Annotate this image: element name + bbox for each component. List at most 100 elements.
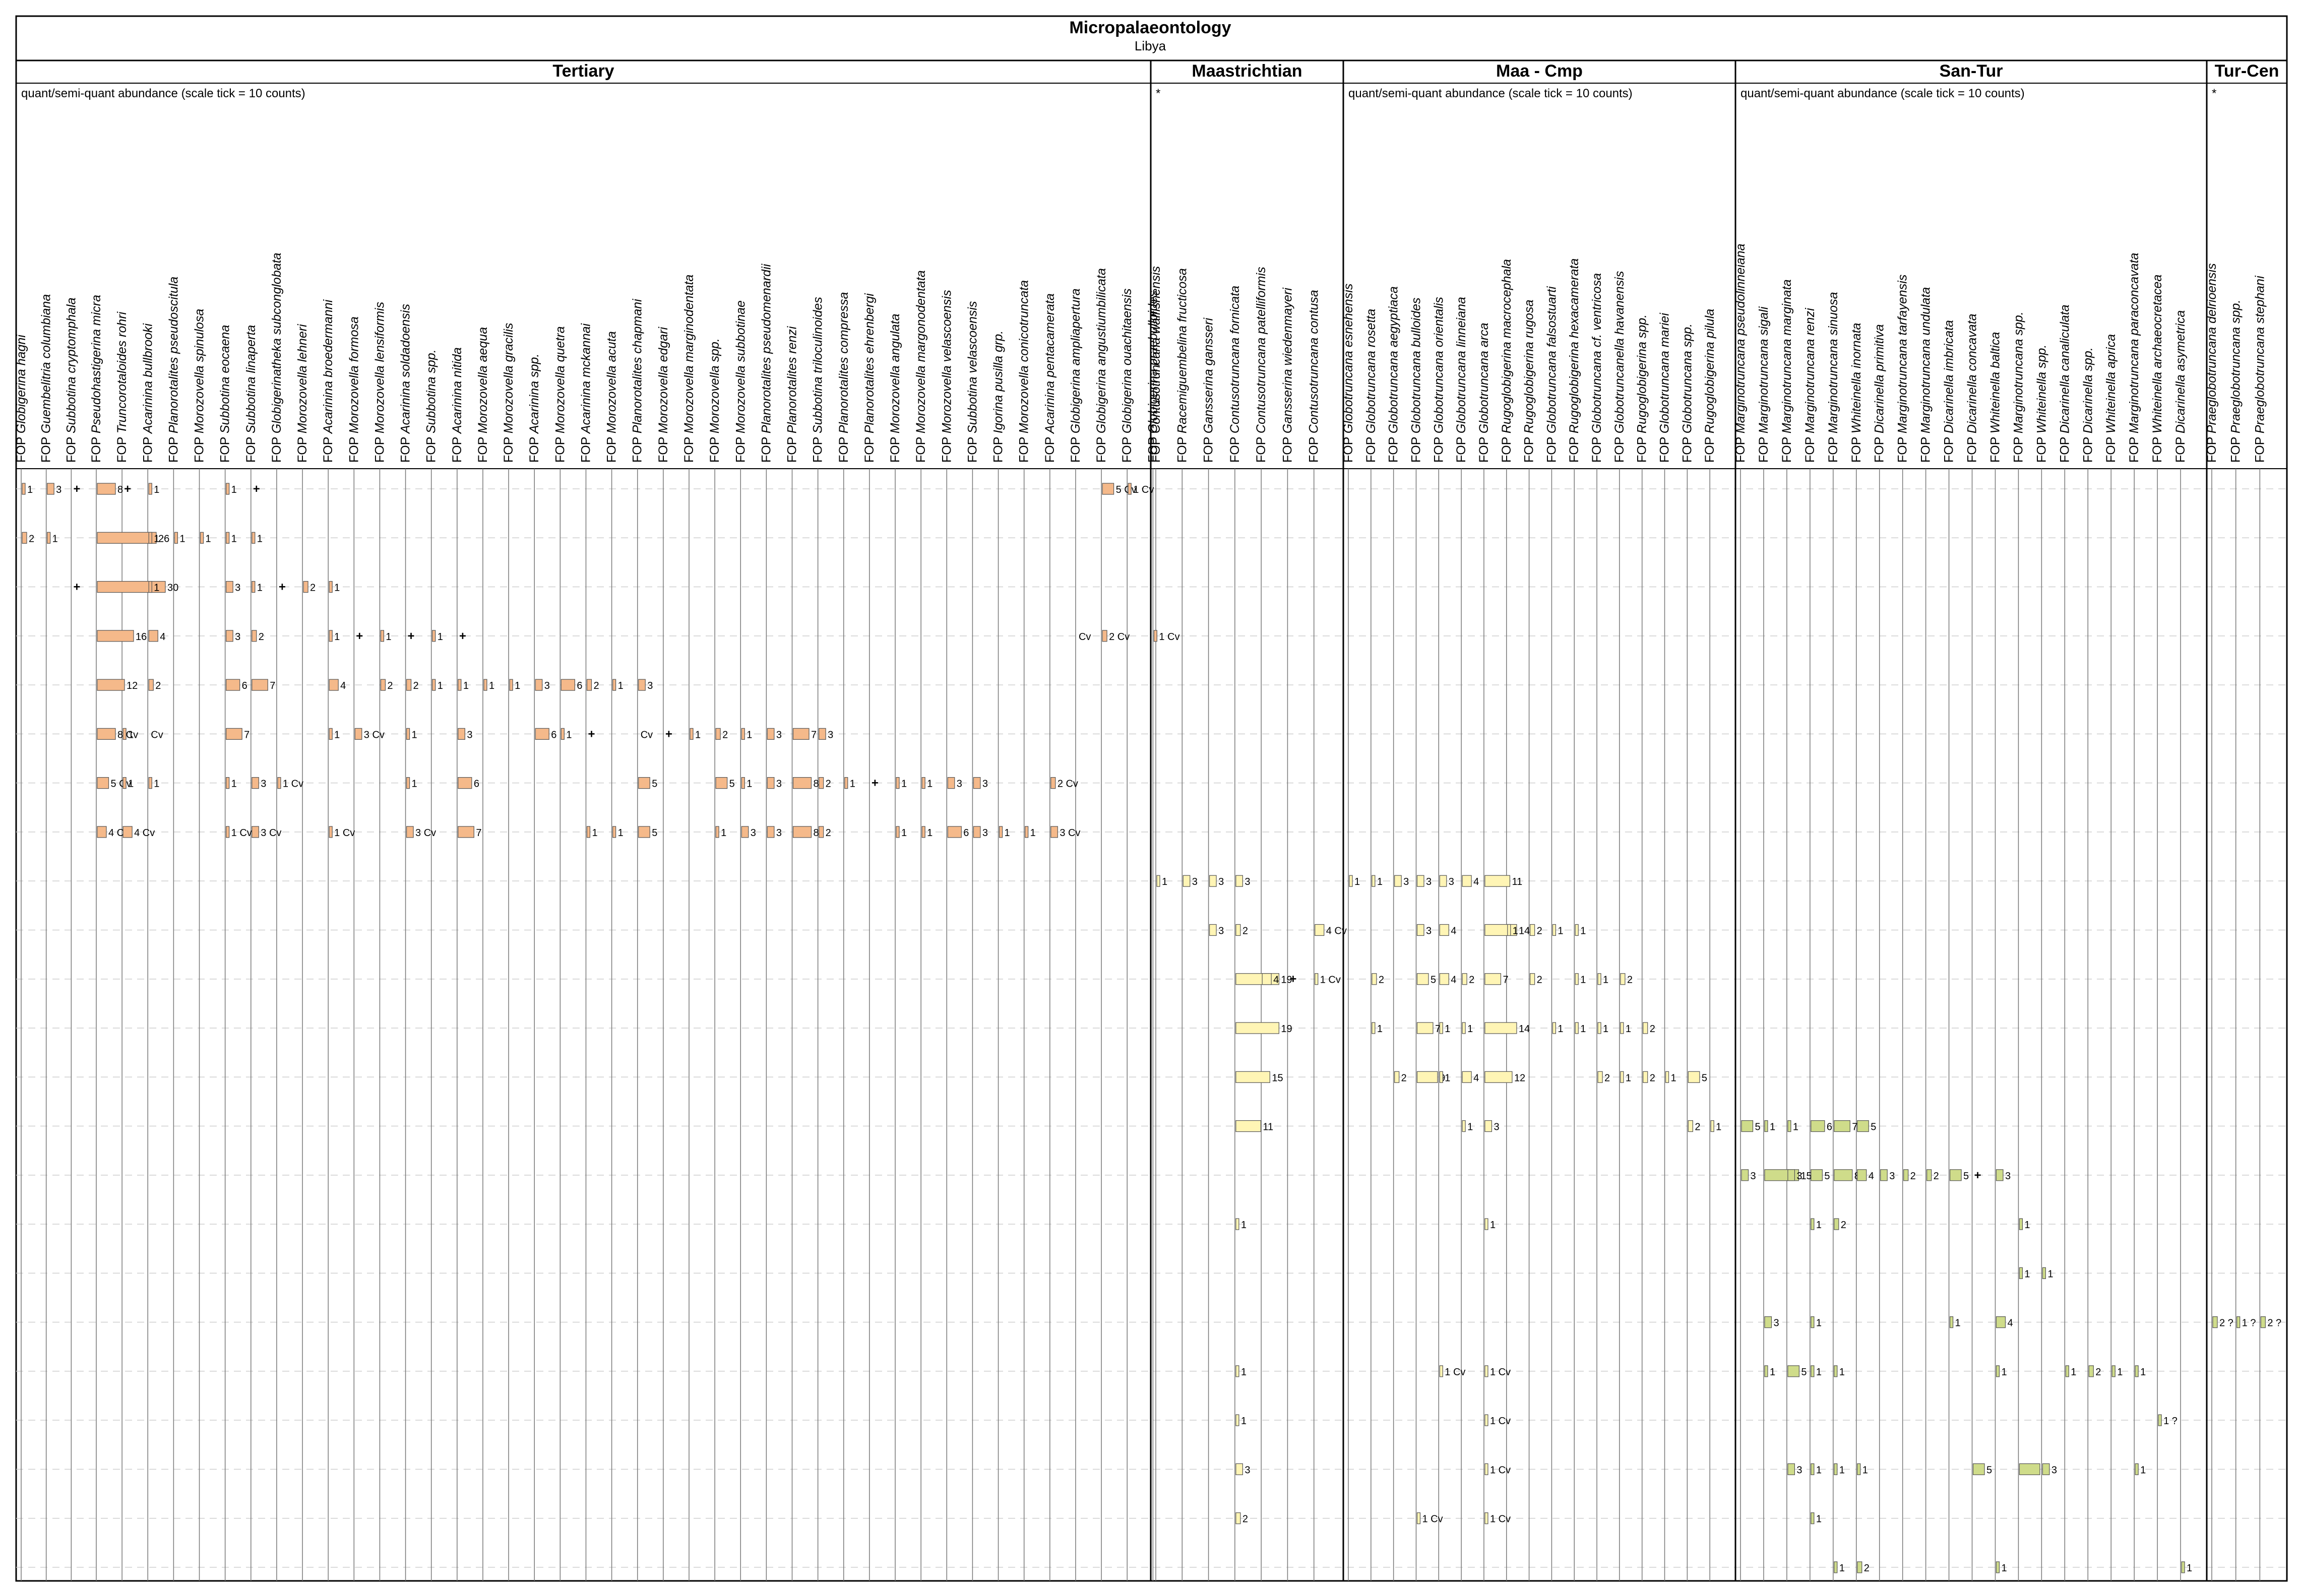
abundance-bar: [174, 532, 178, 544]
abundance-bar: [535, 679, 543, 691]
abundance-bar: [226, 728, 242, 740]
abundance-label: 1: [1005, 827, 1010, 839]
taxon-label: FOP Marginotruncana marginata: [1780, 279, 1794, 463]
taxon-label: FOP Rugoglobigerina spp.: [1635, 314, 1649, 463]
abundance-label: 1: [901, 827, 907, 839]
abundance-bar: [1416, 973, 1429, 985]
abundance-label: 2: [1910, 1171, 1916, 1182]
abundance-label: 1: [412, 779, 417, 790]
abundance-label: Cv: [151, 729, 163, 740]
abundance-label: 3: [56, 484, 61, 495]
taxon-label: FOP Igorina pusilla grp.: [991, 331, 1006, 463]
abundance-label: 2 Cv: [1058, 779, 1078, 790]
abundance-label: 3: [1218, 876, 1224, 887]
abundance-bar: [1741, 1169, 1749, 1181]
taxon-label: FOP Planorotalites ehrenbergi: [862, 293, 877, 463]
abundance-label: 2: [1469, 975, 1474, 986]
abundance-bar: [638, 679, 646, 691]
abundance-bar: [1235, 1512, 1241, 1524]
abundance-bar: [122, 728, 127, 740]
abundance-label: 3: [828, 729, 833, 740]
abundance-bar: [97, 483, 116, 495]
taxon-label: FOP Acarinina bullbrooki: [141, 323, 155, 463]
taxon-label: FOP Truncorotaloides rohri: [115, 311, 129, 463]
abundance-label: 3: [1192, 876, 1198, 887]
taxon-label: FOP Morozovella spp.: [708, 338, 722, 463]
abundance-bar: [638, 826, 650, 838]
abundance-label: 2: [1242, 925, 1248, 936]
abundance-label: 2 ?: [2267, 1318, 2281, 1329]
abundance-bar: [97, 728, 116, 740]
abundance-label: 1: [1626, 1024, 1631, 1035]
abundance-bar: [767, 826, 775, 838]
abundance-bar: [1372, 1022, 1376, 1034]
taxon-label: FOP Planorotalites pseudoscitula: [166, 277, 180, 463]
abundance-bar: [1996, 1561, 2000, 1573]
abundance-label: 4: [1869, 1171, 1874, 1182]
abundance-label: 1: [128, 729, 134, 740]
abundance-label: 1: [1839, 1563, 1845, 1574]
abundance-label: Cv: [1079, 631, 1091, 643]
taxon-label: FOP Contusotruncana patelliformis: [1254, 267, 1268, 463]
taxon-label: FOP Whiteinella archaeocretacea: [2150, 275, 2164, 463]
abundance-label: 1: [154, 779, 159, 790]
abundance-label: 4: [2007, 1318, 2013, 1329]
taxon-label: FOP Praeglobotruncana stephani: [2253, 275, 2267, 463]
abundance-label: 2: [387, 680, 393, 691]
abundance-label: 1: [1241, 1416, 1247, 1427]
taxon-label: FOP Gansserina wiedenmayeri: [1280, 287, 1294, 463]
abundance-label: 1: [1716, 1122, 1721, 1133]
taxon-label: FOP Globotruncana bulloides: [1409, 297, 1423, 463]
abundance-bar: [1235, 1120, 1261, 1132]
abundance-label: 1: [592, 827, 597, 839]
abundance-bar: [2212, 1316, 2218, 1328]
abundance-label: 1 Cv: [334, 827, 355, 839]
taxon-label: FOP Subbotina triloculinoides: [811, 297, 825, 463]
abundance-label: 1 Cv: [1422, 1514, 1443, 1525]
abundance-label: 1: [1671, 1072, 1676, 1083]
taxon-label: FOP Marginotruncana spp.: [2011, 311, 2025, 463]
abundance-bar: [1834, 1120, 1850, 1132]
abundance-bar: [1235, 1071, 1270, 1083]
abundance-bar: [226, 679, 240, 691]
taxon-label: FOP Subbotina velascoensis: [965, 301, 979, 463]
abundance-bar: [2019, 1463, 2040, 1476]
abundance-bar: [844, 777, 848, 789]
abundance-bar: [1462, 1120, 1466, 1132]
abundance-bar: [1575, 973, 1579, 985]
abundance-label: 2: [826, 827, 831, 839]
abundance-bar: [792, 826, 812, 838]
abundance-bar: [200, 532, 204, 544]
taxon-label: FOP Morozovella conicotruncata: [1017, 280, 1031, 463]
abundance-label: 3: [1426, 925, 1432, 936]
abundance-bar: [148, 581, 152, 593]
abundance-bar: [1620, 1022, 1624, 1034]
abundance-label: 3: [235, 631, 240, 643]
abundance-bar: [1439, 1365, 1443, 1377]
abundance-bar: [2158, 1414, 2162, 1426]
abundance-bar: [252, 581, 256, 593]
abundance-bar: [1235, 1463, 1243, 1476]
abundance-bar: [148, 630, 158, 642]
abundance-label: 2: [826, 779, 831, 790]
taxon-label: FOP Dicarinella spp.: [2081, 347, 2095, 463]
abundance-bar: [1620, 1071, 1624, 1083]
abundance-bar: [252, 532, 256, 544]
abundance-bar: [1811, 1169, 1823, 1181]
presence-mark: +: [356, 629, 363, 643]
abundance-label: 3: [982, 779, 988, 790]
abundance-label: 8: [117, 484, 123, 495]
abundance-label: 2: [155, 680, 161, 691]
abundance-bar: [1787, 1120, 1791, 1132]
abundance-marks: 1 3 +8 +1 1 +5 Cv1 Cv2 1 261 1 1 1 1+ 301 3 1 +2 116 4 3 2 1…: [22, 482, 2281, 1574]
abundance-label: 6: [963, 827, 969, 839]
abundance-label: 1: [154, 583, 159, 594]
abundance-label: 1: [747, 779, 752, 790]
abundance-bar: [97, 826, 107, 838]
abundance-label: 11: [1512, 876, 1522, 887]
abundance-bar: [226, 581, 233, 593]
presence-mark: +: [1289, 973, 1296, 986]
taxon-label: FOP Globotruncana orientalis: [1432, 297, 1446, 463]
abundance-label: 6: [1827, 1122, 1832, 1133]
abundance-bar: [47, 532, 51, 544]
